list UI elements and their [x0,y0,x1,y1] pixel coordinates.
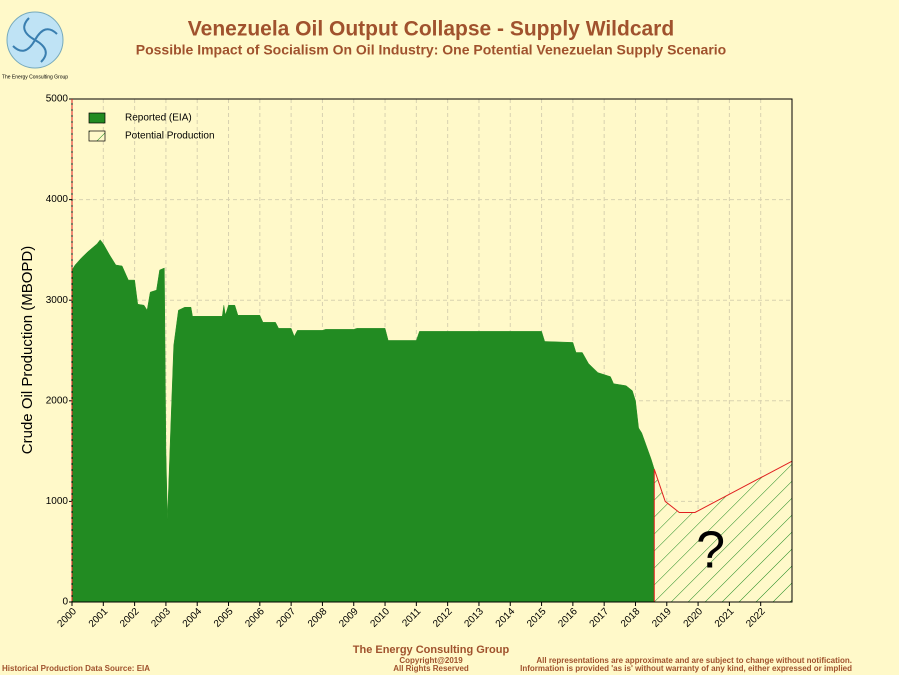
x-tick-label: 2019 [650,606,674,630]
source-note: Historical Production Data Source: EIA [2,664,150,673]
y-tick-label: 5000 [46,94,69,105]
disclaimer: All representations are approximate and … [536,656,852,665]
disclaimer: Information is provided 'as is' without … [520,664,852,673]
area [71,239,655,603]
legend-swatch [88,112,106,124]
x-tick-label: 2022 [744,606,768,630]
x-tick-label: 2010 [369,606,393,630]
legend-label: Reported (EIA) [125,113,192,124]
x-tick-label: 2001 [87,606,111,630]
rights: All Rights Reserved [393,664,469,673]
legend-label: Potential Production [125,131,215,142]
x-tick-label: 2007 [275,606,299,630]
y-tick-label: 2000 [46,395,69,406]
x-tick-label: 2006 [243,606,267,630]
x-tick-label: 2002 [118,606,142,630]
x-tick-label: 2012 [431,606,455,630]
x-tick-label: 2015 [525,606,549,630]
x-tick-label: 2011 [400,606,423,629]
x-tick-label: 2016 [556,606,580,630]
y-tick-label: 1000 [46,496,69,507]
plot-frame [71,98,793,603]
y-tick-label: 0 [62,597,68,608]
x-tick-label: 2020 [682,606,706,630]
x-tick-label: 2000 [55,606,79,630]
chart-title: Venezuela Oil Output Collapse - Supply W… [188,18,674,41]
x-tick-label: 2021 [713,606,737,630]
x-tick-label: 2013 [462,606,486,630]
x-tick-label: 2018 [619,606,643,630]
y-tick-label: 4000 [46,194,69,205]
chart-subtitle: Possible Impact of Socialism On Oil Indu… [136,42,726,58]
logo-caption: The Energy Consulting Group [2,74,68,80]
copyright: Copyright@2019 [399,656,463,665]
annotation: ? [696,521,725,579]
x-tick-label: 2008 [306,606,330,630]
x-tick-label: 2009 [337,606,361,630]
y-tick-label: 3000 [46,295,69,306]
x-tick-label: 2014 [494,606,518,630]
x-tick-label: 2005 [212,606,236,630]
legend-swatch [88,130,106,142]
y-axis-label: Crude Oil Production (MBOPD) [19,246,36,454]
x-tick-label: 2003 [149,606,173,630]
x-tick-label: 2017 [588,606,612,630]
logo [6,11,64,69]
x-tick-label: 2004 [181,606,205,630]
footer-title: The Energy Consulting Group [353,644,510,656]
